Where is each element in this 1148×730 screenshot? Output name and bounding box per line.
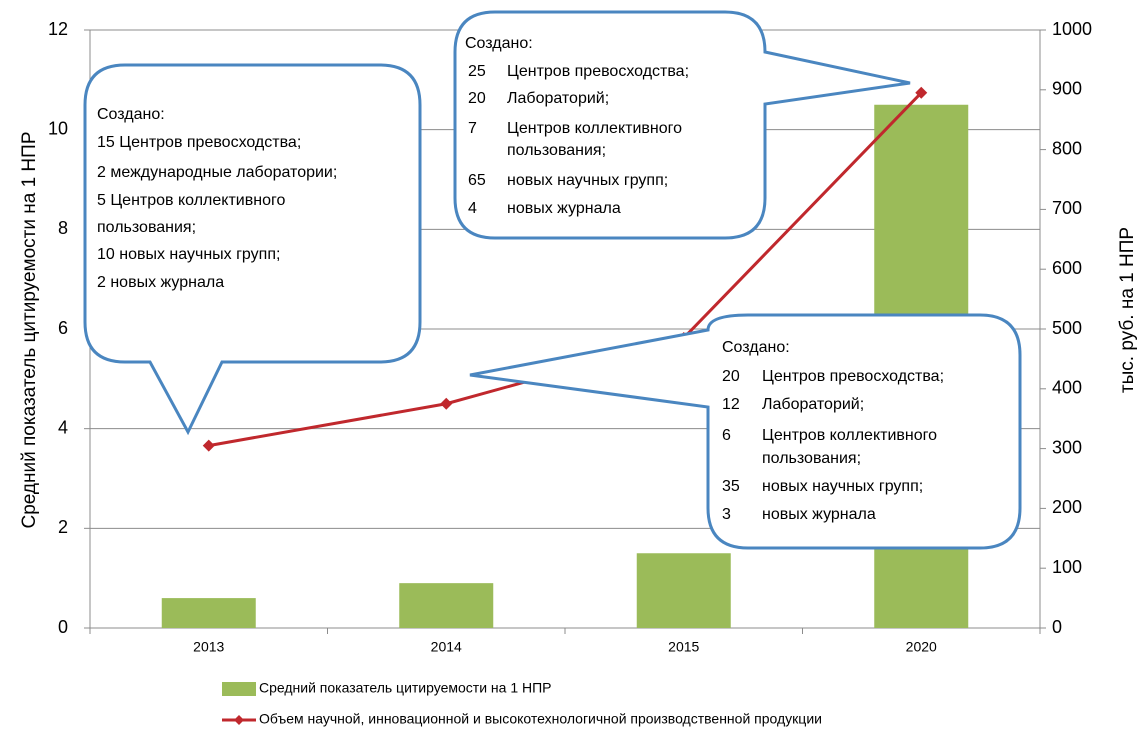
y-tick-label: 2	[58, 517, 68, 537]
y2-tick-label: 800	[1052, 138, 1082, 158]
callout-text: новых журнала	[507, 200, 621, 217]
callout-text: Центров превосходства;	[507, 63, 689, 80]
callout-text: пользования;	[507, 142, 606, 159]
callout-text: Лабораторий;	[507, 90, 609, 107]
y2-tick-label: 700	[1052, 198, 1082, 218]
y-tick-label: 12	[48, 19, 68, 39]
y2-tick-label: 600	[1052, 258, 1082, 278]
bar	[399, 583, 494, 628]
callout-number: 35	[722, 478, 740, 495]
callout-text: новых журнала	[762, 506, 876, 523]
x-tick-label: 2015	[668, 639, 699, 655]
callout-text: новых научных групп;	[762, 478, 923, 495]
callout-number: 25	[468, 63, 486, 80]
y2-axis-title: тыс. руб. на 1 НПР	[1117, 227, 1138, 393]
callout-bubble	[453, 10, 911, 240]
line-marker	[202, 439, 215, 452]
bar	[161, 598, 256, 628]
callout-number: 20	[468, 90, 486, 107]
x-tick-label: 2020	[906, 639, 937, 655]
y-tick-label: 4	[58, 417, 68, 437]
callout-number: 12	[722, 396, 740, 413]
y-tick-label: 6	[58, 318, 68, 338]
callout-heading: Создано:	[722, 339, 790, 356]
callout-text: Центров превосходства;	[762, 368, 944, 385]
y2-tick-label: 1000	[1052, 19, 1092, 39]
x-tick-label: 2014	[431, 639, 462, 655]
callout-number: 3	[722, 506, 731, 523]
y2-tick-label: 400	[1052, 378, 1082, 398]
y-tick-label: 10	[48, 118, 68, 138]
x-tick-label: 2013	[193, 639, 224, 655]
y-tick-label: 0	[58, 617, 68, 637]
callout-heading: Создано:	[97, 106, 165, 123]
callout-text: 2 новых журнала	[97, 274, 224, 291]
callout-number: 4	[468, 200, 477, 217]
callout-heading: Создано:	[465, 35, 533, 52]
y-tick-label: 8	[58, 218, 68, 238]
callout-text: пользования;	[762, 450, 861, 467]
y2-tick-label: 200	[1052, 497, 1082, 517]
callout-text: пользования;	[97, 219, 196, 236]
legend-label: Средний показатель цитируемости на 1 НПР	[259, 680, 552, 696]
legend-swatch	[234, 715, 244, 725]
y2-tick-label: 0	[1052, 617, 1062, 637]
labels: 0 2 4 6 8 10 12 0 100 200 300 400 500 600 700 800 900 100…	[19, 19, 1138, 727]
callout-text: Лабораторий;	[762, 396, 864, 413]
callout-number: 6	[722, 427, 731, 444]
y2-tick-label: 300	[1052, 437, 1082, 457]
callout-text: 5 Центров коллективного	[97, 192, 285, 209]
callout-text: 15 Центров превосходства;	[97, 134, 301, 151]
y2-tick-label: 100	[1052, 557, 1082, 577]
callout-text: Центров коллективного	[507, 120, 682, 137]
callout-text: 10 новых научных групп;	[97, 246, 280, 263]
legend-swatch	[222, 682, 256, 696]
callout-bubble	[83, 63, 422, 436]
line-marker	[915, 86, 928, 99]
bar	[636, 553, 731, 628]
callout-text: 2 международные лаборатории;	[97, 164, 337, 181]
callout-number: 20	[722, 368, 740, 385]
y2-tick-label: 900	[1052, 79, 1082, 99]
y-axis-title: Средний показатель цитируемости на 1 НПР	[19, 132, 40, 529]
callout-text: новых научных групп;	[507, 172, 668, 189]
callout-number: 7	[468, 120, 477, 137]
callout-bubble	[469, 313, 1022, 550]
legend-label: Объем научной, инновационной и высокотех…	[259, 711, 822, 727]
line-marker	[440, 397, 453, 410]
callout-text: Центров коллективного	[762, 427, 937, 444]
callout-number: 65	[468, 172, 486, 189]
y2-tick-label: 500	[1052, 318, 1082, 338]
